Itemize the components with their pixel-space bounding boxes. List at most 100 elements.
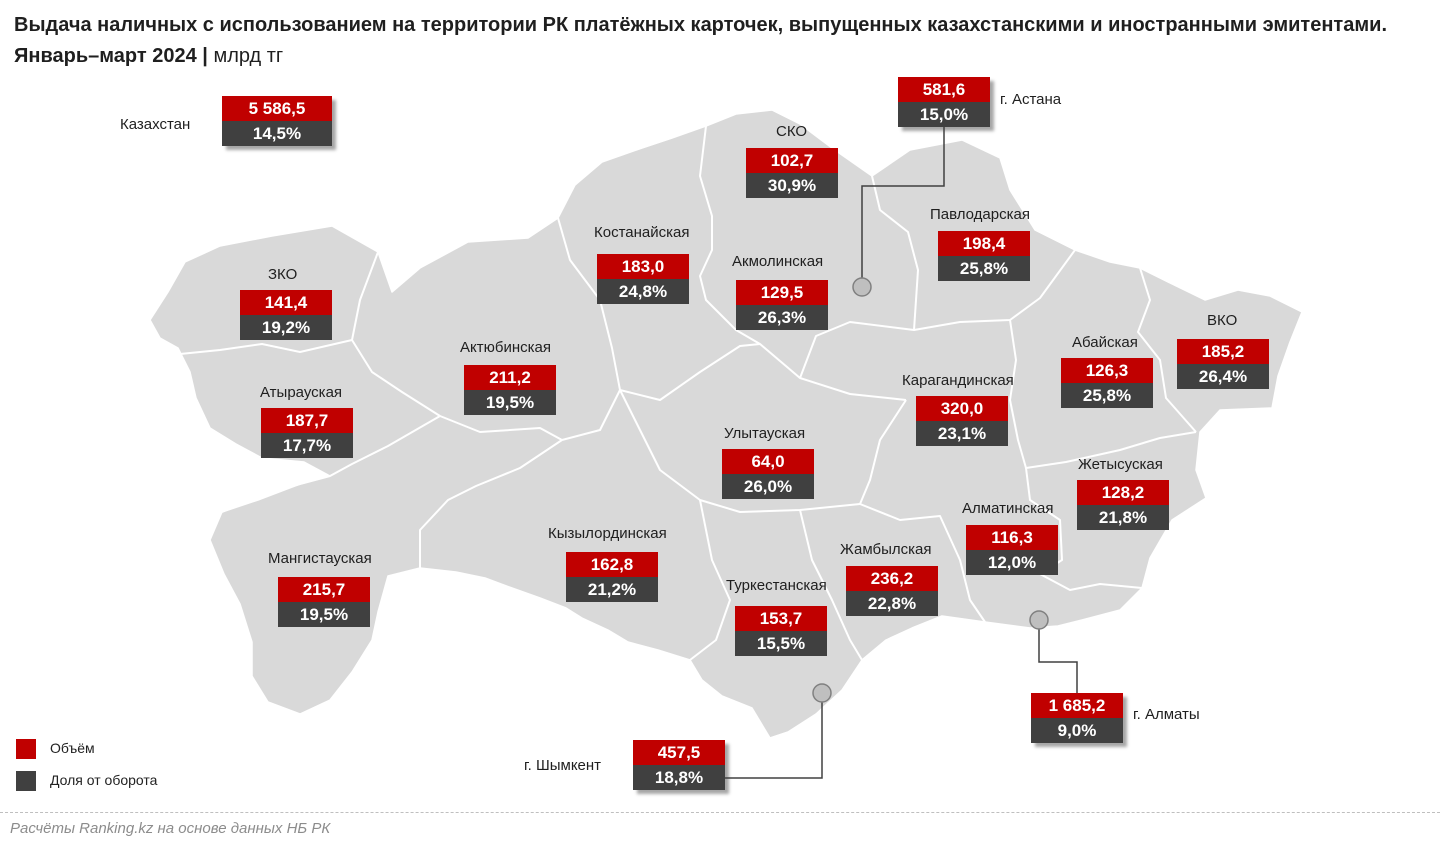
region-name-turkestan: Туркестанская bbox=[726, 577, 827, 594]
source-note: Расчёты Ranking.kz на основе данных НБ Р… bbox=[10, 820, 331, 837]
region-box-vko: 185,2 26,4% bbox=[1177, 339, 1269, 389]
title-unit: млрд тг bbox=[213, 45, 284, 67]
border-kostanay-akmola bbox=[699, 125, 761, 345]
border-ulytau-karaganda bbox=[859, 399, 907, 505]
volume-value: 126,3 bbox=[1061, 358, 1153, 383]
volume-value: 457,5 bbox=[633, 740, 725, 765]
share-value: 19,5% bbox=[278, 602, 370, 627]
volume-value: 129,5 bbox=[736, 280, 828, 305]
share-value: 26,0% bbox=[722, 474, 814, 499]
region-box-astana: 581,6 15,0% bbox=[898, 77, 990, 127]
region-name-karaganda: Карагандинская bbox=[902, 372, 1014, 389]
share-value: 30,9% bbox=[746, 173, 838, 198]
region-box-almaty-city: 1 685,2 9,0% bbox=[1031, 693, 1123, 743]
region-name-almaty-region: Алматинская bbox=[962, 500, 1054, 517]
legend-volume-swatch bbox=[16, 739, 36, 759]
share-value: 26,4% bbox=[1177, 364, 1269, 389]
share-value: 19,2% bbox=[240, 315, 332, 340]
region-name-zko: ЗКО bbox=[268, 266, 298, 283]
share-value: 17,7% bbox=[261, 433, 353, 458]
volume-value: 581,6 bbox=[898, 77, 990, 102]
volume-value: 183,0 bbox=[597, 254, 689, 279]
region-box-sko: 102,7 30,9% bbox=[746, 148, 838, 198]
legend-share-swatch bbox=[16, 771, 36, 791]
border-abay-vko bbox=[1137, 267, 1197, 433]
share-value: 12,0% bbox=[966, 550, 1058, 575]
share-value: 9,0% bbox=[1031, 718, 1123, 743]
almaty-marker bbox=[1029, 610, 1049, 630]
border-turkestan-zhambyl bbox=[799, 509, 863, 661]
region-box-karaganda: 320,0 23,1% bbox=[916, 396, 1008, 446]
region-name-kyzylorda: Кызылординская bbox=[548, 525, 667, 542]
volume-value: 185,2 bbox=[1177, 339, 1269, 364]
region-box-shymkent: 457,5 18,8% bbox=[633, 740, 725, 790]
region-box-mangystau: 215,7 19,5% bbox=[278, 577, 370, 627]
volume-value: 116,3 bbox=[966, 525, 1058, 550]
share-value: 25,8% bbox=[1061, 383, 1153, 408]
region-name-kazakhstan: Казахстан bbox=[120, 116, 191, 133]
volume-value: 187,7 bbox=[261, 408, 353, 433]
region-box-akmola: 129,5 26,3% bbox=[736, 280, 828, 330]
legend-share-label: Доля от оборота bbox=[50, 772, 158, 788]
region-name-ulytau: Улытауская bbox=[724, 425, 806, 442]
volume-value: 236,2 bbox=[846, 566, 938, 591]
region-name-atyrau: Атырауская bbox=[260, 384, 343, 401]
region-box-zhetysu: 128,2 21,8% bbox=[1077, 480, 1169, 530]
region-name-almaty-city: г. Алматы bbox=[1133, 706, 1200, 723]
region-box-almaty-region: 116,3 12,0% bbox=[966, 525, 1058, 575]
volume-value: 198,4 bbox=[938, 231, 1030, 256]
share-value: 25,8% bbox=[938, 256, 1030, 281]
region-box-kostanay: 183,0 24,8% bbox=[597, 254, 689, 304]
region-box-aktobe: 211,2 19,5% bbox=[464, 365, 556, 415]
region-box-turkestan: 153,7 15,5% bbox=[735, 606, 827, 656]
volume-value: 215,7 bbox=[278, 577, 370, 602]
share-value: 21,2% bbox=[566, 577, 658, 602]
border-zko-atyrau bbox=[179, 339, 353, 355]
region-name-sko: СКО bbox=[776, 123, 808, 140]
city-leader-lines bbox=[725, 127, 1078, 779]
region-name-astana: г. Астана bbox=[1000, 91, 1062, 108]
region-box-atyrau: 187,7 17,7% bbox=[261, 408, 353, 458]
region-name-mangystau: Мангистауская bbox=[268, 550, 372, 567]
region-name-shymkent: г. Шымкент bbox=[524, 757, 602, 774]
share-value: 15,0% bbox=[898, 102, 990, 127]
astana-marker bbox=[852, 277, 872, 297]
footer-divider bbox=[0, 812, 1440, 813]
region-name-pavlodar: Павлодарская bbox=[930, 206, 1030, 223]
chart-title: Выдача наличных с использованием на терр… bbox=[14, 10, 1414, 72]
share-value: 15,5% bbox=[735, 631, 827, 656]
volume-value: 102,7 bbox=[746, 148, 838, 173]
region-name-akmola: Акмолинская bbox=[732, 253, 824, 270]
share-value: 14,5% bbox=[222, 121, 332, 146]
volume-value: 162,8 bbox=[566, 552, 658, 577]
border-kyzylorda-north bbox=[419, 439, 563, 568]
share-value: 22,8% bbox=[846, 591, 938, 616]
border-zhambyl-almaty bbox=[859, 503, 986, 623]
region-box-zhambyl: 236,2 22,8% bbox=[846, 566, 938, 616]
shymkent-leader-line bbox=[725, 702, 823, 779]
region-name-zhetysu: Жетысуская bbox=[1078, 456, 1163, 473]
region-name-abay: Абайская bbox=[1072, 334, 1138, 351]
border-atyrau-mangystau bbox=[221, 415, 441, 513]
share-value: 18,8% bbox=[633, 765, 725, 790]
region-name-zhambyl: Жамбылская bbox=[840, 541, 932, 558]
region-box-ulytau: 64,0 26,0% bbox=[722, 449, 814, 499]
volume-value: 320,0 bbox=[916, 396, 1008, 421]
title-main: Выдача наличных с использованием на терр… bbox=[14, 14, 1387, 67]
volume-value: 5 586,5 bbox=[222, 96, 332, 121]
region-name-kostanay: Костанайская bbox=[594, 224, 690, 241]
volume-value: 211,2 bbox=[464, 365, 556, 390]
region-box-abay: 126,3 25,8% bbox=[1061, 358, 1153, 408]
title-separator: | bbox=[202, 45, 208, 67]
share-value: 19,5% bbox=[464, 390, 556, 415]
border-zko-aktobe bbox=[351, 251, 563, 441]
border-kyzylorda-turkestan bbox=[689, 499, 731, 661]
share-value: 23,1% bbox=[916, 421, 1008, 446]
volume-value: 64,0 bbox=[722, 449, 814, 474]
shymkent-marker bbox=[812, 683, 832, 703]
volume-value: 141,4 bbox=[240, 290, 332, 315]
border-aktobe-kostanay bbox=[557, 217, 621, 441]
volume-value: 1 685,2 bbox=[1031, 693, 1123, 718]
border-karaganda-north bbox=[799, 249, 1076, 379]
astana-leader-line bbox=[861, 127, 945, 278]
